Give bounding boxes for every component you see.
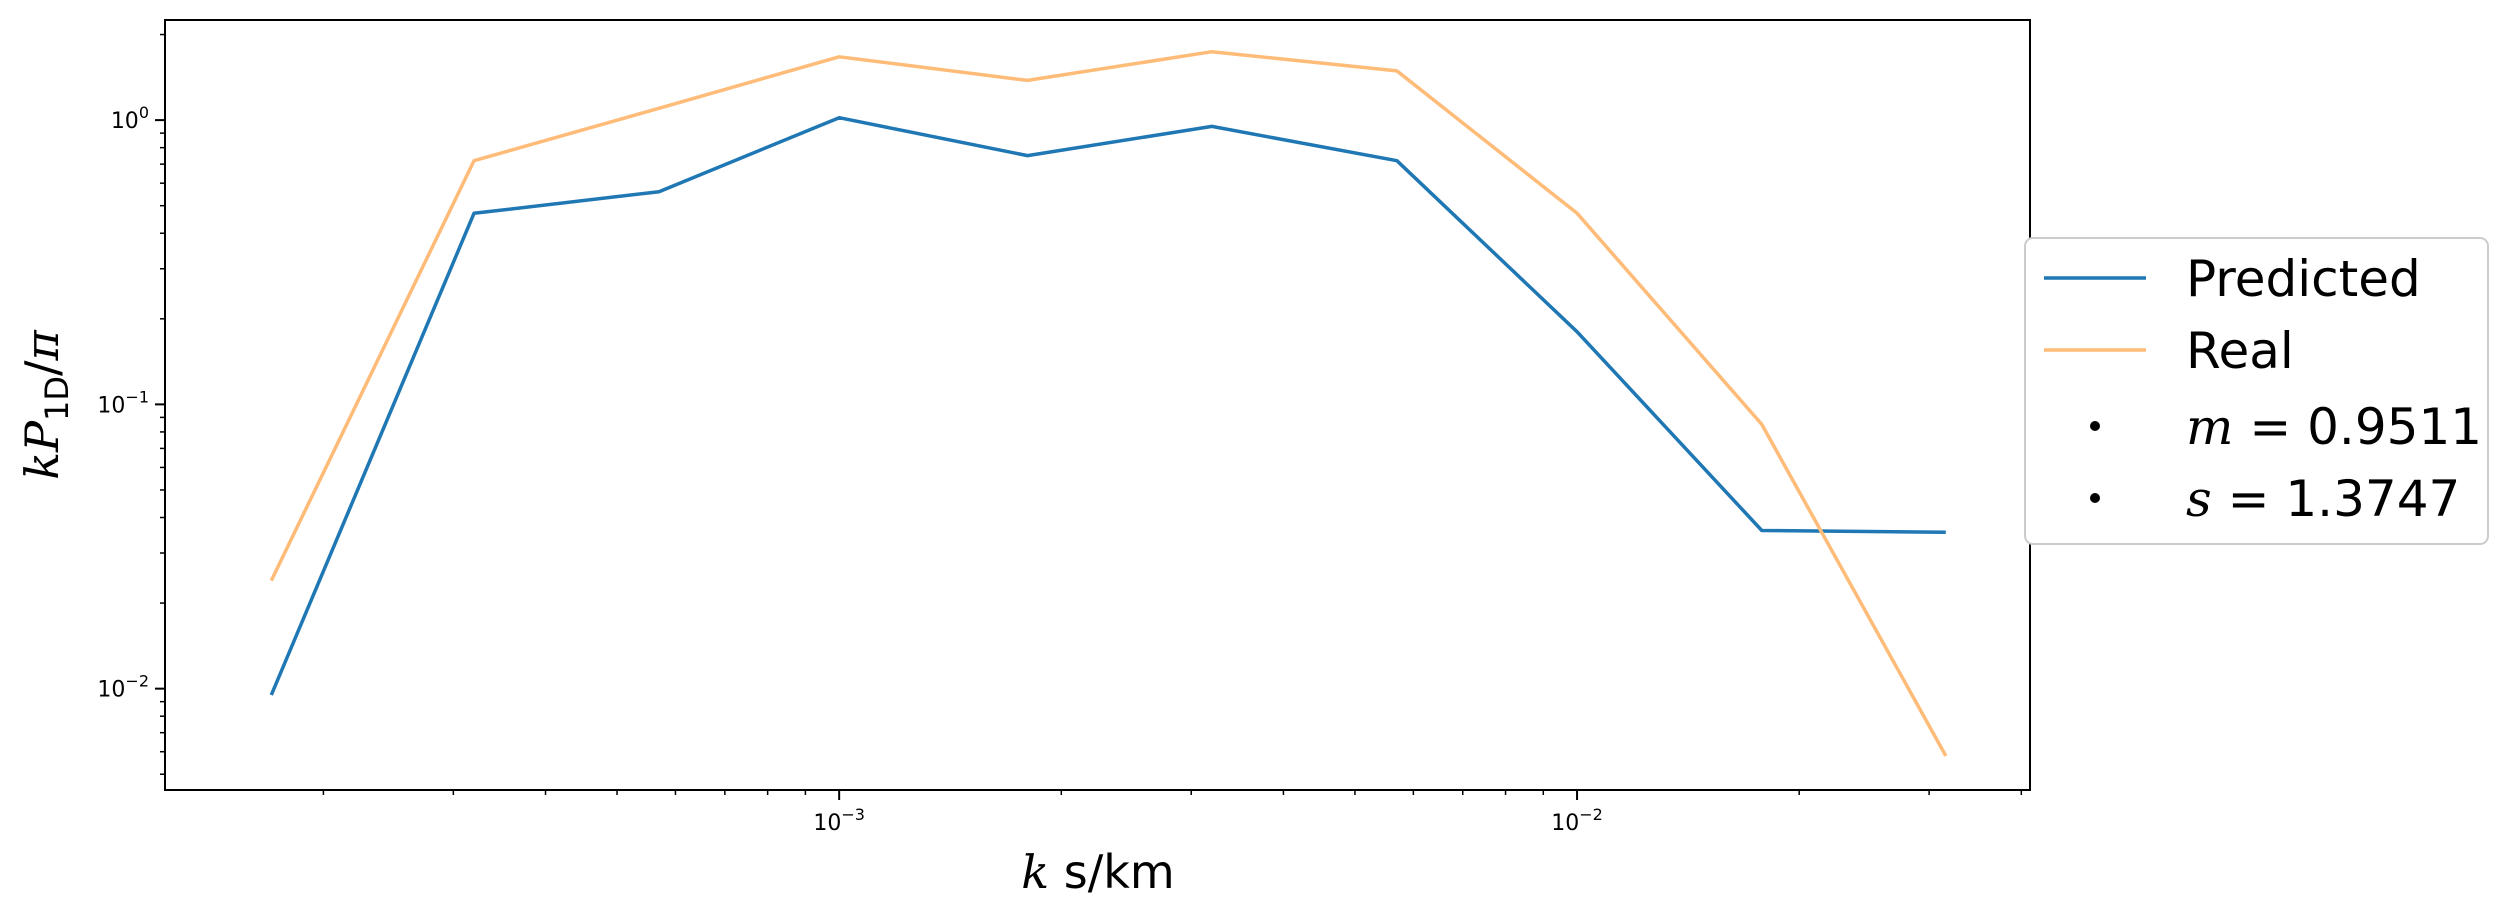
- annotation-m-var: m: [2186, 398, 2233, 456]
- legend-marker-m: [2090, 421, 2100, 431]
- legend-label-predicted: Predicted: [2186, 250, 2421, 308]
- x-axis-ticks: 10−3 10−2: [322, 790, 2023, 836]
- annotation-m-value: 0.9511: [2307, 398, 2482, 456]
- series-layer: [269, 49, 1948, 757]
- x-axis-label: k s/km: [1021, 845, 1174, 899]
- x-tick-label: 10−2: [1551, 805, 1603, 836]
- y-axis-label-slash: /: [15, 360, 69, 376]
- y-axis-ticks: 10−2 10−1 100: [97, 33, 165, 775]
- legend-annotation-s: s = 1.3747: [2186, 470, 2460, 528]
- annotation-m-eq: =: [2233, 398, 2307, 456]
- plot-background: [165, 20, 2030, 790]
- legend: Predicted Real m = 0.9511 s = 1.3747: [2024, 237, 2489, 545]
- y-axis-label-subscript: 1D: [38, 376, 76, 421]
- legend-box: [2024, 237, 2489, 545]
- annotation-s-eq: =: [2212, 470, 2286, 528]
- y-tick-label: 100: [111, 103, 149, 134]
- annotation-s-value: 1.3747: [2285, 470, 2460, 528]
- y-tick-label: 10−1: [97, 387, 149, 418]
- x-tick-label: 10−3: [813, 805, 865, 836]
- y-tick-label: 10−2: [97, 672, 149, 703]
- series-line-real: [269, 49, 1948, 757]
- x-axis-label-var: k: [1021, 845, 1049, 899]
- legend-label-real: Real: [2186, 322, 2294, 380]
- annotation-s-var: s: [2186, 470, 2212, 528]
- series-line-predicted: [269, 115, 1946, 696]
- x-axis-label-unit: s/km: [1049, 845, 1175, 899]
- legend-annotation-m: m = 0.9511: [2186, 398, 2482, 456]
- y-axis-label-pi: π: [15, 329, 69, 361]
- y-axis-label-var: kP: [15, 420, 69, 480]
- y-axis-label: kP1D/π: [15, 329, 76, 479]
- legend-marker-s: [2090, 493, 2100, 503]
